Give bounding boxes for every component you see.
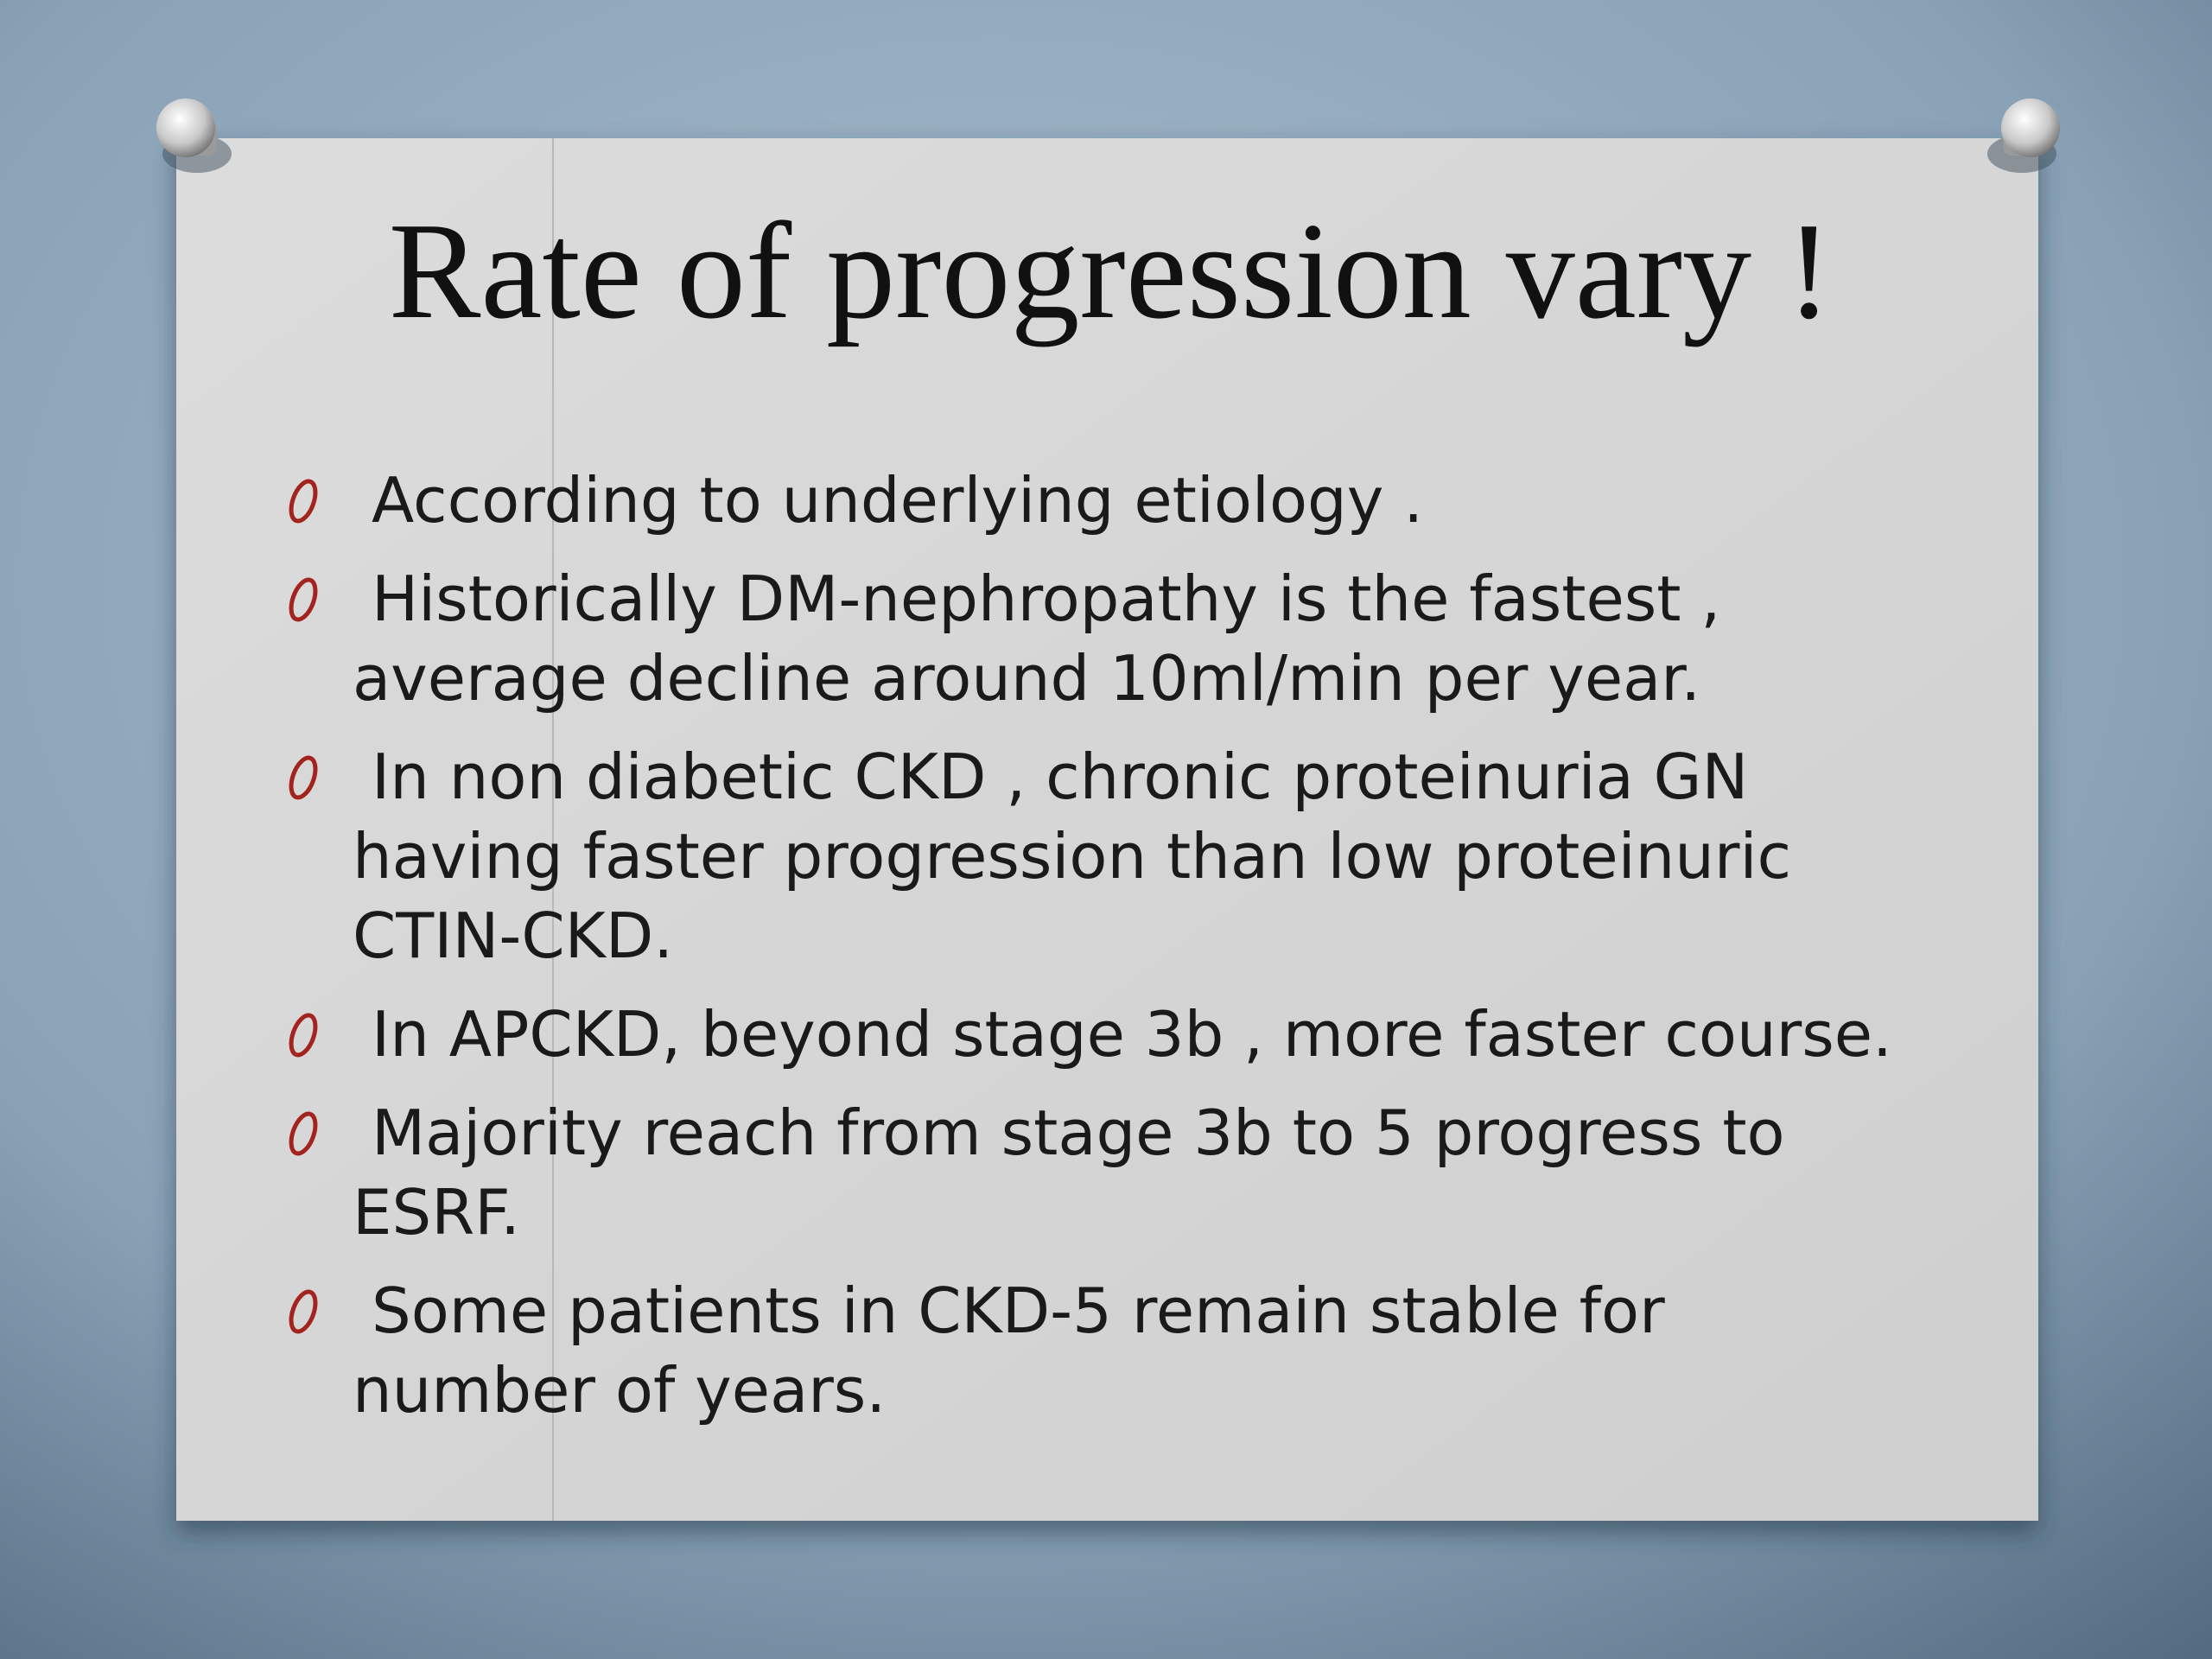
bullet-text: CTIN-CKD. bbox=[353, 899, 673, 972]
bullet-text: Some patients in CKD-5 remain stable for bbox=[372, 1274, 1665, 1347]
bullet-marker bbox=[289, 1289, 318, 1334]
pin-left bbox=[156, 99, 232, 173]
bullet-text: number of years. bbox=[353, 1354, 886, 1427]
bullet-marker bbox=[289, 577, 318, 622]
bullet-marker bbox=[289, 755, 318, 800]
bullet-marker bbox=[289, 1111, 318, 1156]
bullet-list: According to underlying etiology . Histor… bbox=[289, 464, 1892, 1427]
bullet-text: having faster progression than low prote… bbox=[353, 820, 1791, 893]
bullet-marker bbox=[289, 1013, 318, 1058]
bullet-text: In non diabetic CKD , chronic proteinuri… bbox=[372, 741, 1748, 813]
bullet-text: Historically DM-nephropathy is the faste… bbox=[372, 563, 1720, 635]
bullet-text: ESRF. bbox=[353, 1176, 520, 1249]
bullet-text: Majority reach from stage 3b to 5 progre… bbox=[372, 1096, 1785, 1169]
bullet-text: According to underlying etiology . bbox=[372, 464, 1423, 537]
bullet-text: average decline around 10ml/min per year… bbox=[353, 642, 1700, 715]
bullet-marker bbox=[289, 479, 318, 524]
bullet-text: In APCKD, beyond stage 3b , more faster … bbox=[372, 998, 1892, 1071]
pin-right bbox=[1987, 99, 2060, 173]
slide-title: Rate of progression vary ! bbox=[389, 194, 1833, 347]
paper-card bbox=[176, 138, 2038, 1521]
